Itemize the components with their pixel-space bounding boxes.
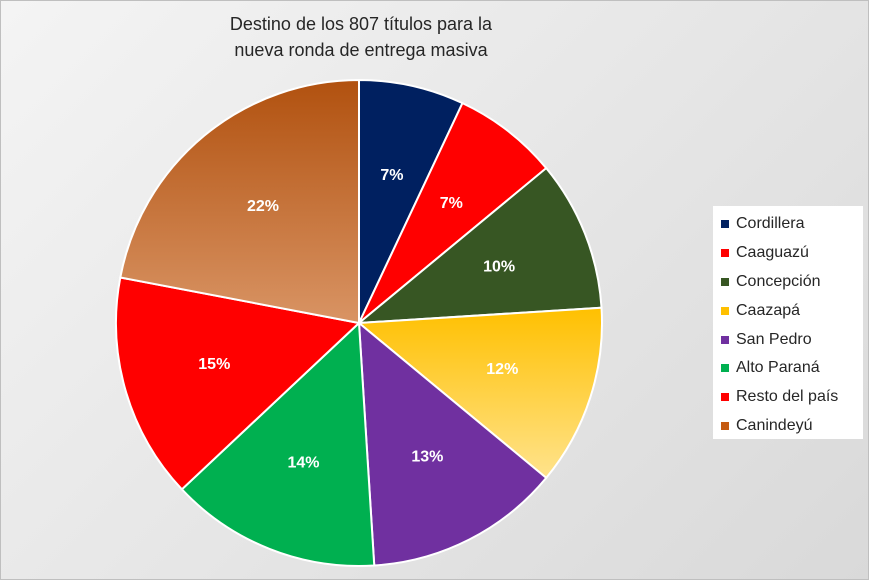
legend-label: Caaguazú	[736, 244, 809, 262]
pie-slice-concepcion	[355, 166, 603, 325]
legend: Cordillera Caaguazú Concepción Caazapá San P…	[713, 206, 863, 439]
pie-slice-caaguazu	[358, 101, 548, 324]
data-label-alto-parana: 14%	[287, 454, 319, 471]
data-label-resto-del-pais: 15%	[198, 356, 230, 373]
legend-label: Cordillera	[736, 215, 805, 233]
legend-label: Resto del país	[736, 388, 839, 406]
chart-title-line-2: nueva ronda de entrega masiva	[234, 40, 488, 60]
data-label-caaguazu: 7%	[440, 195, 463, 212]
pie-slice-san-pedro	[357, 320, 548, 567]
legend-swatch	[721, 421, 729, 430]
legend-item-san-pedro: San Pedro	[721, 325, 863, 354]
legend-item-concepcion: Concepción	[721, 268, 863, 297]
pie-slice-alto-parana	[180, 320, 376, 567]
legend-swatch	[721, 306, 729, 315]
data-label-san-pedro: 13%	[411, 448, 443, 465]
data-label-caazapa: 12%	[486, 361, 518, 378]
legend-swatch	[721, 335, 729, 344]
legend-label: San Pedro	[736, 330, 812, 348]
pie-slice-caazapa	[356, 306, 603, 480]
data-label-canindeyu: 22%	[247, 198, 279, 215]
legend-swatch	[721, 364, 729, 373]
legend-item-canindeyu: Canindeyú	[721, 412, 863, 441]
legend-label: Alto Paraná	[736, 359, 820, 377]
chart-title-line-1: Destino de los 807 títulos para la	[229, 14, 493, 34]
legend-swatch	[721, 393, 729, 402]
legend-label: Caazapá	[736, 301, 801, 319]
legend-item-caazapa: Caazapá	[721, 296, 863, 325]
legend-swatch	[721, 220, 729, 229]
legend-item-alto-parana: Alto Paraná	[721, 354, 863, 383]
legend-item-resto-del-pais: Resto del país	[721, 383, 863, 412]
legend-label: Canindeyú	[736, 416, 813, 434]
legend-swatch	[721, 277, 729, 286]
legend-swatch	[721, 249, 729, 258]
legend-item-caaguazu: Caaguazú	[721, 239, 863, 268]
legend-label: Concepción	[736, 272, 821, 290]
pie-slice-cordillera	[358, 78, 464, 324]
legend-item-cordillera: Cordillera	[721, 210, 863, 239]
pie-slice-resto-del-pais	[115, 276, 362, 491]
data-label-concepcion: 10%	[483, 259, 515, 276]
pie-slice-canindeyu	[119, 78, 360, 325]
data-label-cordillera: 7%	[380, 167, 403, 184]
chart-title: Destino de los 807 títulos para la nueva…	[181, 11, 541, 63]
